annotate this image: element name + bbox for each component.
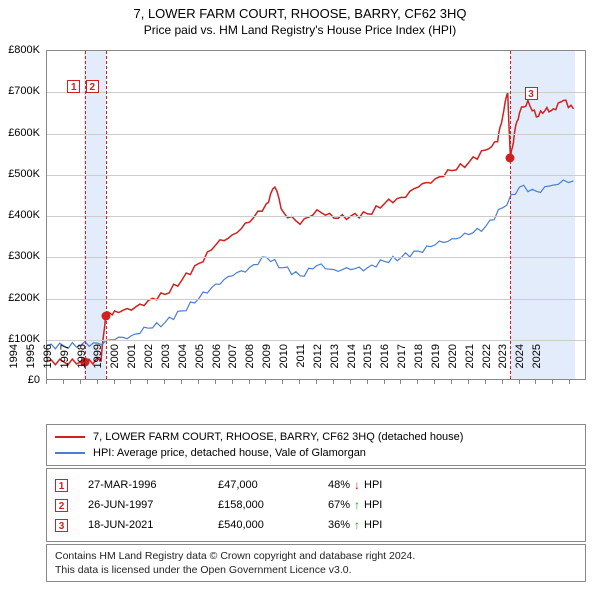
x-axis-label: 2017 <box>396 344 408 384</box>
plot-area: 12 3 <box>46 50 586 380</box>
y-axis-label: £100K <box>8 333 40 345</box>
x-axis-label: 2025 <box>531 344 543 384</box>
x-axis-label: 2002 <box>143 344 155 384</box>
y-gridline <box>47 340 585 341</box>
y-gridline <box>47 299 585 300</box>
sale-marker-box: 3 <box>525 87 538 100</box>
legend-swatch-property <box>55 436 85 438</box>
sale-index-box: 3 <box>55 519 68 532</box>
legend-box: 7, LOWER FARM COURT, RHOOSE, BARRY, CF62… <box>46 424 586 466</box>
chart-area: 123 £0£100K£200K£300K£400K£500K£600K£700… <box>46 50 586 380</box>
x-axis-label: 2008 <box>244 344 256 384</box>
attribution-line2: This data is licensed under the Open Gov… <box>55 563 577 577</box>
y-axis-label: £500K <box>8 168 40 180</box>
x-axis-label: 1995 <box>25 344 37 384</box>
x-axis-label: 2006 <box>211 344 223 384</box>
sale-delta-pct: 48% <box>328 475 350 495</box>
sale-delta-pct: 36% <box>328 515 350 535</box>
attribution-box: Contains HM Land Registry data © Crown c… <box>46 544 586 582</box>
sale-price: £47,000 <box>218 475 308 495</box>
x-axis-label: 1998 <box>76 344 88 384</box>
x-axis-label: 2021 <box>464 344 476 384</box>
x-axis-label: 2020 <box>447 344 459 384</box>
sale-delta-suffix: HPI <box>364 515 382 535</box>
sale-delta: 67% ↑ HPI <box>328 495 382 515</box>
legend-label-hpi: HPI: Average price, detached house, Vale… <box>93 445 366 461</box>
sales-table: 1 27-MAR-1996 £47,000 48% ↓ HPI 2 26-JUN-1997… <box>46 468 586 542</box>
chart-title-block: 7, LOWER FARM COURT, RHOOSE, BARRY, CF62… <box>0 0 600 39</box>
sale-price: £158,000 <box>218 495 308 515</box>
sale-point-dot <box>506 154 515 163</box>
x-axis-label: 2012 <box>312 344 324 384</box>
x-axis-label: 1999 <box>92 344 104 384</box>
legend-swatch-hpi <box>55 452 85 454</box>
sale-marker-box: 2 <box>86 80 99 93</box>
x-axis-label: 2015 <box>362 344 374 384</box>
delta-arrow-icon: ↑ <box>354 495 360 515</box>
sale-delta: 48% ↓ HPI <box>328 475 382 495</box>
y-gridline <box>47 257 585 258</box>
sale-delta-pct: 67% <box>328 495 350 515</box>
sale-date-vline <box>106 51 107 379</box>
x-axis-label: 2007 <box>227 344 239 384</box>
x-axis-label: 2005 <box>194 344 206 384</box>
legend-item-hpi: HPI: Average price, detached house, Vale… <box>55 445 577 461</box>
x-axis-label: 2004 <box>177 344 189 384</box>
sale-marker-box: 1 <box>67 80 80 93</box>
y-gridline <box>47 134 585 135</box>
sale-date: 26-JUN-1997 <box>88 495 198 515</box>
sale-date-vline <box>510 51 511 379</box>
x-axis-label: 2018 <box>413 344 425 384</box>
x-tick-mark <box>552 380 553 384</box>
x-axis-label: 2013 <box>329 344 341 384</box>
x-tick-mark <box>569 380 570 384</box>
series-line-hpi <box>47 180 574 349</box>
sale-index-box: 2 <box>55 499 68 512</box>
attribution-line1: Contains HM Land Registry data © Crown c… <box>55 549 577 563</box>
title-subtitle: Price paid vs. HM Land Registry's House … <box>0 23 600 37</box>
x-axis-label: 2014 <box>346 344 358 384</box>
sale-date-vline <box>85 51 86 379</box>
title-address: 7, LOWER FARM COURT, RHOOSE, BARRY, CF62… <box>0 6 600 21</box>
legend-item-property: 7, LOWER FARM COURT, RHOOSE, BARRY, CF62… <box>55 429 577 445</box>
sale-date: 27-MAR-1996 <box>88 475 198 495</box>
x-axis-label: 1994 <box>8 344 20 384</box>
sale-delta: 36% ↑ HPI <box>328 515 382 535</box>
sale-delta-suffix: HPI <box>364 475 382 495</box>
sale-delta-suffix: HPI <box>364 495 382 515</box>
x-axis-label: 2003 <box>160 344 172 384</box>
y-axis-label: £200K <box>8 292 40 304</box>
sale-price: £540,000 <box>218 515 308 535</box>
x-axis-label: 2016 <box>379 344 391 384</box>
x-axis-label: 2010 <box>278 344 290 384</box>
legend-label-property: 7, LOWER FARM COURT, RHOOSE, BARRY, CF62… <box>93 429 463 445</box>
y-axis-label: £800K <box>8 44 40 56</box>
x-axis-label: 2001 <box>126 344 138 384</box>
y-axis-label: £400K <box>8 209 40 221</box>
y-axis-label: £700K <box>8 85 40 97</box>
y-gridline <box>47 92 585 93</box>
sale-point-dot <box>101 311 110 320</box>
y-axis-label: £600K <box>8 127 40 139</box>
delta-arrow-icon: ↓ <box>354 475 360 495</box>
x-axis-label: 2019 <box>430 344 442 384</box>
delta-arrow-icon: ↑ <box>354 515 360 535</box>
x-axis-label: 2022 <box>481 344 493 384</box>
x-axis-label: 1996 <box>42 344 54 384</box>
x-axis-label: 2000 <box>109 344 121 384</box>
x-axis-label: 2011 <box>295 344 307 384</box>
x-axis-label: 1997 <box>59 344 71 384</box>
y-gridline <box>47 216 585 217</box>
y-axis-label: £300K <box>8 250 40 262</box>
x-axis-label: 2009 <box>261 344 273 384</box>
sale-date: 18-JUN-2021 <box>88 515 198 535</box>
y-gridline <box>47 175 585 176</box>
x-axis-label: 2023 <box>497 344 509 384</box>
x-axis-label: 2024 <box>514 344 526 384</box>
sale-row: 3 18-JUN-2021 £540,000 36% ↑ HPI <box>55 515 577 535</box>
sale-row: 2 26-JUN-1997 £158,000 67% ↑ HPI <box>55 495 577 515</box>
sale-row: 1 27-MAR-1996 £47,000 48% ↓ HPI <box>55 475 577 495</box>
sale-index-box: 1 <box>55 479 68 492</box>
